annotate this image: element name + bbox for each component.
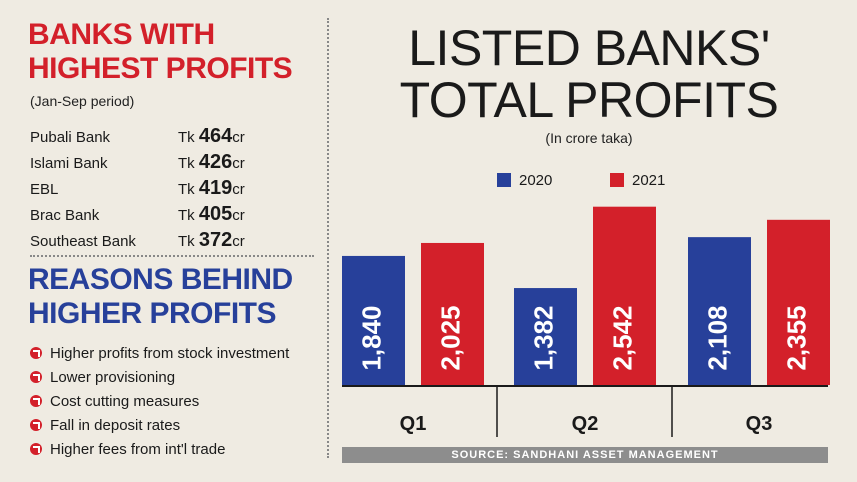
bank-profit: Tk 426cr [178,151,245,173]
top-banks-heading: BANKS WITH HIGHEST PROFITS [28,18,293,85]
chart-subtitle: (In crore taka) [545,130,633,146]
reason-text: Cost cutting measures [50,393,200,410]
reason-item: Cost cutting measures [30,393,199,415]
bank-name: Brac Bank [30,207,100,224]
bar-2021-Q2 [593,206,656,385]
bank-profit: Tk 405cr [178,203,245,225]
left-divider [30,255,314,257]
arrow-bullet-icon [30,419,42,431]
column-separator [327,18,329,458]
reason-text: Fall in deposit rates [50,417,181,434]
legend-label: 2021 [632,172,666,189]
reason-item: Lower provisioning [30,369,175,391]
bank-row: Brac Bank Tk 405cr [30,203,320,229]
arrow-bullet-icon [30,347,42,359]
arrow-bullet-icon [30,443,42,455]
x-tick-label: Q2 [572,413,599,435]
arrow-bullet-icon [30,371,42,383]
bank-row: Islami Bank Tk 426cr [30,151,320,177]
bar-2020-Q1 [342,255,405,385]
bank-name: EBL [30,181,59,198]
bank-name: Islami Bank [30,155,108,172]
period-label: (Jan-Sep period) [30,93,135,109]
x-tick-label: Q3 [746,413,773,435]
reason-item: Higher fees from int'l trade [30,441,225,463]
bar-2021-Q3 [767,219,830,385]
bank-row: Pubali Bank Tk 464cr [30,125,320,151]
legend-label: 2020 [519,172,553,189]
reason-item: Higher profits from stock investment [30,345,289,367]
bank-name: Southeast Bank [30,233,136,250]
bank-name: Pubali Bank [30,129,111,146]
bar-value-label: 2,108 [702,305,732,370]
bar-2020-Q3 [688,237,751,385]
arrow-bullet-icon [30,395,42,407]
legend-item-2021: 2021 [610,172,665,189]
reason-text: Higher profits from stock investment [50,345,290,362]
source-note: SOURCE: SANDHANI ASSET MANAGEMENT [342,447,828,463]
bank-profit: Tk 372cr [178,229,245,251]
legend-swatch-2021 [610,173,624,187]
bank-profit: Tk 464cr [178,125,245,147]
bar-2020-Q2 [514,288,577,385]
bar-value-label: 2,355 [781,305,811,370]
bar-value-label: 2,542 [607,305,637,370]
bank-row: Southeast Bank Tk 372cr [30,229,320,255]
chart-title: LISTED BANKS' TOTAL PROFITS [399,20,779,128]
bar-value-label: 1,840 [356,305,386,370]
reason-text: Higher fees from int'l trade [50,441,226,458]
bar-value-label: 2,025 [435,305,465,370]
legend-item-2020: 2020 [497,172,552,189]
reason-item: Fall in deposit rates [30,417,180,439]
bank-row: EBL Tk 419cr [30,177,320,203]
x-tick-label: Q1 [400,413,427,435]
bar-2021-Q1 [421,242,484,385]
legend-swatch-2020 [497,173,511,187]
bank-profit: Tk 419cr [178,177,245,199]
bar-value-label: 1,382 [528,305,558,370]
reason-text: Lower provisioning [50,369,176,386]
reasons-heading: REASONS BEHIND HIGHER PROFITS [28,263,293,330]
